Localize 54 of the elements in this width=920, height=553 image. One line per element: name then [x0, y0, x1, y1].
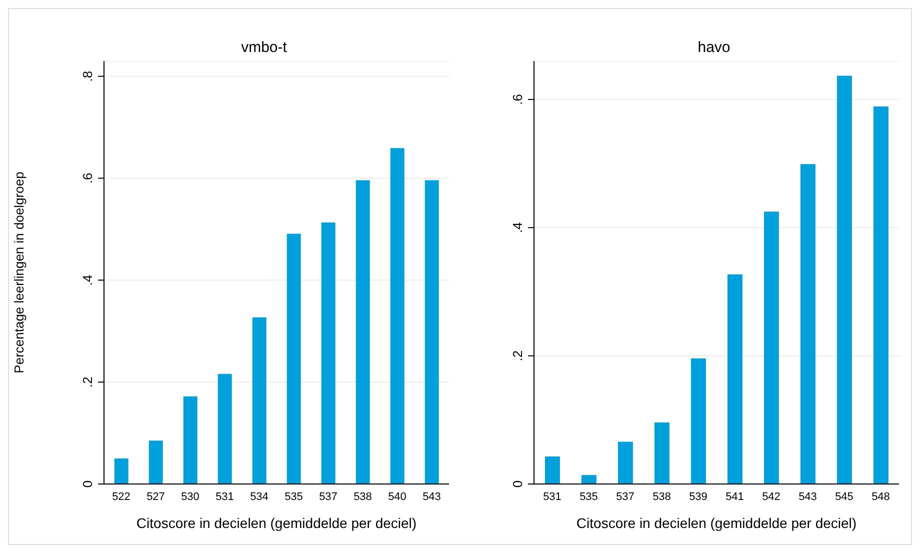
- x-tick-label: 542: [762, 490, 780, 503]
- x-tick-label: 543: [798, 490, 817, 503]
- x-tick-label: 535: [580, 490, 598, 503]
- x-tick-label: 545: [835, 490, 854, 503]
- bar: [581, 475, 596, 484]
- x-tick-label: 538: [354, 490, 372, 503]
- bar: [390, 148, 404, 484]
- bar: [252, 317, 266, 484]
- x-axis-title: Citoscore in decielen (gemiddelde per deciel): [576, 515, 857, 531]
- y-tick-label: 0: [80, 480, 95, 488]
- chart-title: havo: [696, 38, 732, 58]
- bar: [321, 222, 336, 484]
- x-tick-label: 531: [543, 490, 562, 503]
- x-axis-title: Citoscore in decielen (gemiddelde per deciel): [136, 515, 417, 531]
- y-tick-label: .6: [510, 94, 525, 105]
- bar: [218, 374, 232, 484]
- bar: [544, 456, 560, 484]
- chart-title: vmbo-t: [240, 38, 288, 58]
- x-tick-label: 527: [146, 490, 165, 503]
- x-tick-label: 534: [250, 490, 268, 503]
- x-tick-label: 537: [616, 490, 634, 503]
- y-tick-label: .4: [80, 274, 95, 286]
- x-tick-label: 537: [319, 490, 338, 503]
- x-tick-label: 535: [284, 490, 303, 503]
- bar: [727, 274, 742, 484]
- bar: [114, 458, 128, 484]
- y-tick-label: .6: [80, 172, 95, 184]
- bar: [800, 164, 816, 484]
- bar: [654, 422, 670, 484]
- y-tick-label: .4: [510, 222, 525, 234]
- y-tick-label: .2: [510, 350, 525, 362]
- x-tick-label: 538: [652, 490, 671, 503]
- bar: [764, 212, 779, 484]
- x-tick-label: 540: [388, 490, 406, 503]
- bar: [424, 180, 439, 484]
- bar: [836, 76, 852, 484]
- x-tick-label: 522: [112, 490, 130, 503]
- x-tick-label: 548: [872, 490, 890, 503]
- x-tick-label: 531: [216, 490, 234, 503]
- bar: [183, 396, 198, 484]
- bar: [690, 358, 706, 484]
- bar: [618, 442, 633, 484]
- bar: [356, 180, 370, 484]
- y-tick-label: .8: [80, 70, 95, 82]
- y-tick-label: .2: [80, 376, 95, 388]
- x-tick-label: 543: [422, 490, 441, 503]
- bar: [286, 234, 301, 484]
- x-tick-label: 530: [181, 490, 200, 503]
- x-tick-label: 539: [689, 490, 708, 503]
- y-axis-title: Percentage leerlingen in doelgroep: [12, 172, 27, 374]
- bar: [148, 440, 163, 484]
- x-tick-label: 541: [726, 490, 744, 503]
- bar: [873, 106, 888, 484]
- y-tick-label: 0: [510, 480, 525, 488]
